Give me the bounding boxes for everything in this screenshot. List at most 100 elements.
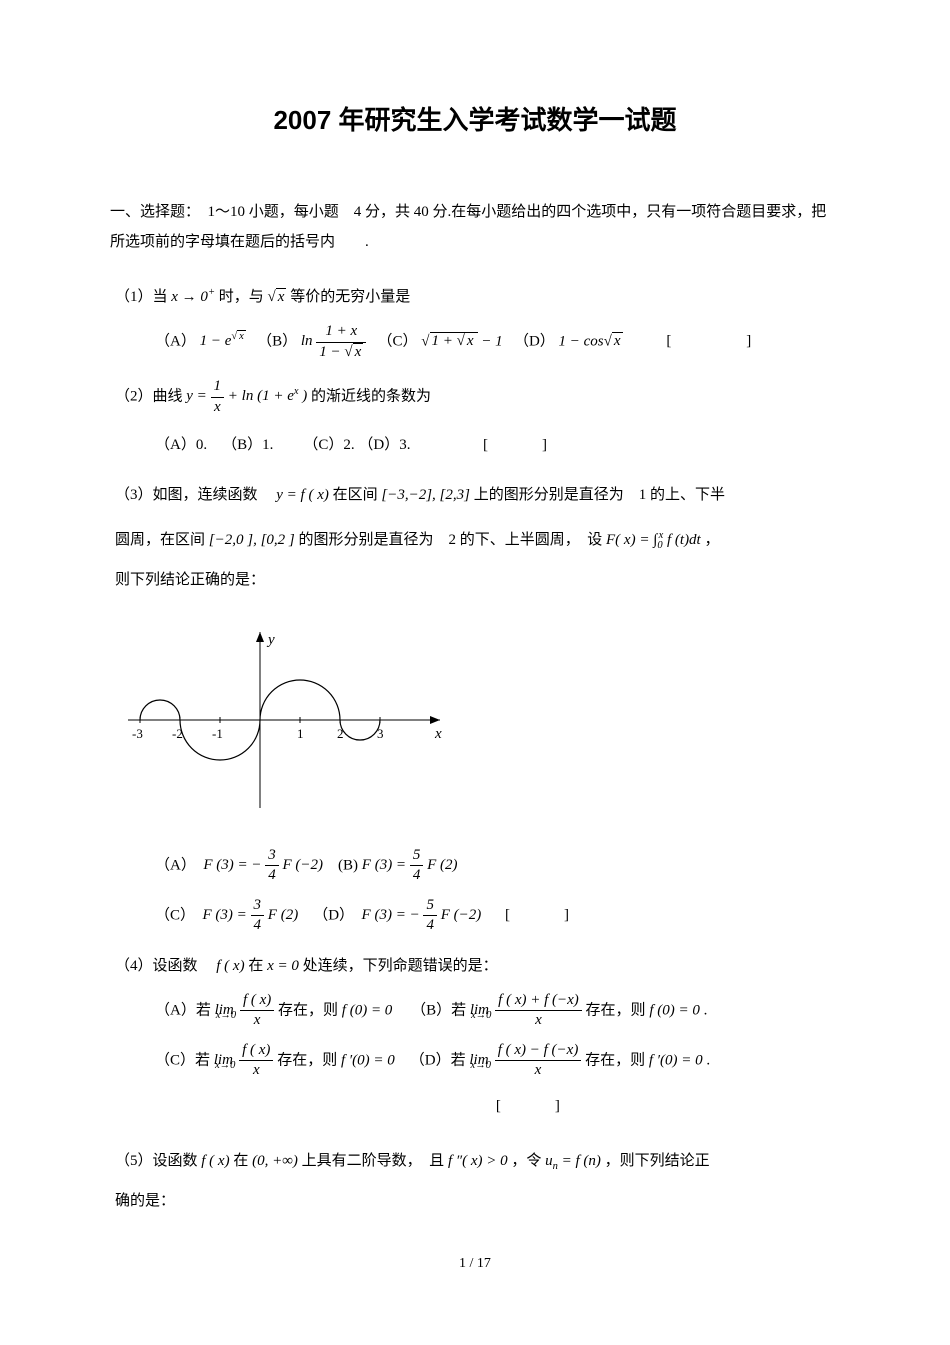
text: 上具有二阶导数， 且 xyxy=(302,1153,448,1169)
problem-4: （4）设函数 f ( x) 在 x = 0 处连续，下列命题错误的是： （A）若… xyxy=(110,951,840,1121)
math-expr: f ″( x) > 0 xyxy=(448,1153,508,1169)
problem-1-options: （A） 1 − e√x （B） ln 1 + x1 − √x （C） √1 + … xyxy=(110,322,840,362)
text: ，令 xyxy=(511,1153,545,1169)
problem-1-stem: （1）当 x → 0+ 时，与 √x 等价的无穷小量是 xyxy=(110,282,840,312)
answer-bracket: [ ] xyxy=(496,1098,568,1114)
opt-a-label: （A）若 xyxy=(155,1002,215,1018)
text: 在 xyxy=(248,958,267,974)
problem-2-stem: （2）曲线 y = 1x + ln (1 + ex ) 的渐近线的条数为 xyxy=(110,377,840,417)
text: 上的图形分别是直径为 1 的上、下半 xyxy=(474,487,725,503)
intervals: [−3,−2], [2,3] xyxy=(381,487,470,503)
problem-4-row1: （A）若 limx→0 f ( x)x 存在，则 f (0) = 0 （B）若 … xyxy=(110,991,840,1031)
opt-c-expr: √1 + √x − 1 xyxy=(421,332,502,349)
math-expr: f (0) = 0 xyxy=(342,1002,393,1018)
problem-2-options: （A）0. （B）1. （C）2. （D）3. [ ] xyxy=(110,427,840,465)
opt-b-expr: ln 1 + x1 − √x xyxy=(301,333,366,349)
opt-d-expr: 1 − cos√x xyxy=(559,332,623,349)
opt-c-expr: limx→0 f ( x)x xyxy=(214,1052,274,1068)
opt-c-expr: F (3) = 34 F (2) xyxy=(203,907,299,923)
intervals: [−2,0 ], [0,2 ] xyxy=(209,532,295,548)
opt-c-label: （C）若 xyxy=(155,1052,214,1068)
svg-text:-3: -3 xyxy=(132,726,143,741)
opt-d: （D）3. xyxy=(358,437,410,453)
math-expr: (0, +∞) xyxy=(252,1153,298,1169)
problem-3-options-row1: （A） F (3) = − 34 F (−2) (B) F (3) = 54 F… xyxy=(110,846,840,886)
math-expr: F( x) = ∫0x f (t)dt xyxy=(606,532,701,548)
opt-a-label: （A） xyxy=(155,333,196,349)
problem-4-bracket-line: [ ] xyxy=(110,1091,840,1121)
opt-a-expr: limx→0 f ( x)x xyxy=(215,1002,275,1018)
text: 在 xyxy=(233,1153,252,1169)
problem-3-options-row2: （C） F (3) = 34 F (2) （D） F (3) = − 54 F … xyxy=(110,896,840,936)
opt-c-label: （C） xyxy=(378,333,418,349)
math-expr: √x xyxy=(268,288,287,305)
opt-d-expr: limx→0 f ( x) − f (−x)x xyxy=(469,1052,581,1068)
math-expr: y = f ( x) xyxy=(276,487,329,503)
opt-a-label: （A） xyxy=(155,857,196,873)
text: 存在，则 xyxy=(277,1052,341,1068)
svg-text:x: x xyxy=(434,726,442,742)
opt-a: （A）0. xyxy=(155,437,207,453)
opt-a-expr: 1 − e√x xyxy=(200,333,246,349)
svg-text:2: 2 xyxy=(337,726,344,741)
text: 等价的无穷小量是 xyxy=(290,289,410,305)
text: 存在，则 xyxy=(278,1002,342,1018)
problem-5-line2: 确的是： xyxy=(110,1186,840,1216)
section-instruction: 一、选择题： 1～10 小题，每小题 4 分，共 40 分.在每小题给出的四个选… xyxy=(110,197,840,257)
opt-b-label: （B）若 xyxy=(411,1002,470,1018)
text: 处连续，下列命题错误的是： xyxy=(303,958,498,974)
opt-d-label: （D） xyxy=(313,907,354,923)
text: 的图形分别是直径为 2 的下、上半圆周， 设 xyxy=(299,532,607,548)
text: 圆周，在区间 xyxy=(115,532,209,548)
math-expr: f ′(0) = 0 xyxy=(649,1052,703,1068)
opt-c-label: （C） xyxy=(155,907,195,923)
opt-a-expr: F (3) = − 34 F (−2) xyxy=(203,857,323,873)
page-number: 1 / 17 xyxy=(110,1256,840,1272)
math-expr: un = f (n) xyxy=(545,1153,601,1169)
answer-bracket: [ ] xyxy=(666,323,766,361)
problem-4-row2: （C）若 limx→0 f ( x)x 存在，则 f ′(0) = 0 （D）若… xyxy=(110,1041,840,1081)
math-expr: y = 1x + ln (1 + ex ) xyxy=(186,388,307,404)
problem-3-figure: -3-2-1123yx xyxy=(110,610,840,831)
problem-5-line1: （5）设函数 f ( x) 在 (0, +∞) 上具有二阶导数， 且 f ″( … xyxy=(110,1146,840,1176)
math-expr: f ′(0) = 0 xyxy=(341,1052,395,1068)
page-title: 2007 年研究生入学考试数学一试题 xyxy=(110,100,840,137)
problem-3-line3: 则下列结论正确的是： xyxy=(110,565,840,595)
answer-bracket: [ ] xyxy=(505,907,577,923)
opt-c: （C）2. xyxy=(303,437,354,453)
text: （2）曲线 xyxy=(115,388,186,404)
opt-b-expr: limx→0 f ( x) + f (−x)x xyxy=(470,1002,582,1018)
text: 时，与 xyxy=(219,289,268,305)
text: 在区间 xyxy=(333,487,382,503)
text: ， xyxy=(704,532,719,548)
text: 的渐近线的条数为 xyxy=(311,388,431,404)
svg-text:y: y xyxy=(266,632,275,648)
opt-d-label: （D）若 xyxy=(410,1052,470,1068)
problem-3-line2: 圆周，在区间 [−2,0 ], [0,2 ] 的图形分别是直径为 2 的下、上半… xyxy=(110,525,840,555)
text: ，则下列结论正 xyxy=(605,1153,710,1169)
math-expr: x = 0 xyxy=(267,958,299,974)
problem-2: （2）曲线 y = 1x + ln (1 + ex ) 的渐近线的条数为 （A）… xyxy=(110,377,840,465)
text: （3）如图，连续函数 xyxy=(115,487,273,503)
opt-b-label: （B） xyxy=(257,333,297,349)
problem-4-stem: （4）设函数 f ( x) 在 x = 0 处连续，下列命题错误的是： xyxy=(110,951,840,981)
exam-page: 2007 年研究生入学考试数学一试题 一、选择题： 1～10 小题，每小题 4 … xyxy=(0,0,950,1332)
problem-1: （1）当 x → 0+ 时，与 √x 等价的无穷小量是 （A） 1 − e√x … xyxy=(110,282,840,362)
math-expr: f ( x) xyxy=(216,958,244,974)
problem-3-line1: （3）如图，连续函数 y = f ( x) 在区间 [−3,−2], [2,3]… xyxy=(110,480,840,510)
figure-svg: -3-2-1123yx xyxy=(110,610,470,820)
opt-d-label: （D） xyxy=(514,333,555,349)
opt-b-expr: F (3) = 54 F (2) xyxy=(362,857,458,873)
math-expr: x → 0+ xyxy=(171,289,215,305)
math-expr: f ( x) xyxy=(201,1153,229,1169)
opt-d-expr: F (3) = − 54 F (−2) xyxy=(362,907,482,923)
math-expr: f (0) = 0 xyxy=(649,1002,700,1018)
text: （4）设函数 xyxy=(115,958,213,974)
text: 存在，则 xyxy=(585,1052,649,1068)
svg-text:-1: -1 xyxy=(212,726,223,741)
opt-b-label: (B) xyxy=(338,857,358,873)
problem-3: （3）如图，连续函数 y = f ( x) 在区间 [−3,−2], [2,3]… xyxy=(110,480,840,936)
opt-b: （B）1. xyxy=(222,437,273,453)
text: 存在，则 xyxy=(586,1002,650,1018)
text: （1）当 xyxy=(115,289,171,305)
